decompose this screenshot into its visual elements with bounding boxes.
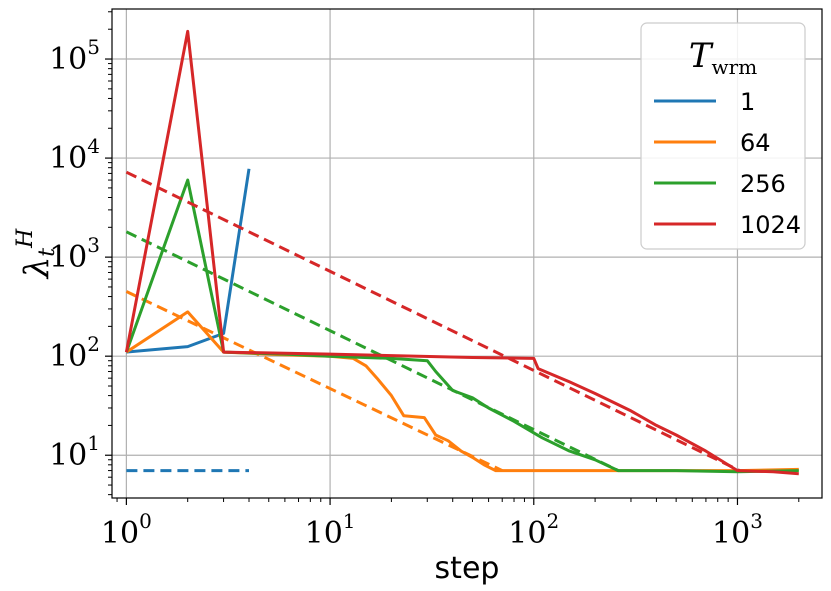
legend-label-64: 64 [740,129,771,157]
x-tick-base: 10 [101,516,139,551]
series-lines [124,29,799,476]
y-tick-exponent: 2 [87,332,100,356]
legend-items: 1 64 256 1024 [654,88,801,239]
x-tick-exponent: 0 [139,509,152,533]
y-tick-base: 10 [49,438,87,473]
x-tick-label: 101 [305,509,356,551]
x-tick-label: 100 [101,509,152,551]
plot-area-frame [111,8,823,499]
y-tick-label: 101 [49,431,100,473]
y-tick-label: 104 [49,134,100,176]
y-axis-label-sup: H [13,228,38,249]
x-tick-base: 10 [305,516,343,551]
svg-text:λtH: λtH [13,228,60,280]
y-tick-base: 10 [49,141,87,176]
x-tick-exponent: 1 [343,509,356,533]
y-tick-label: 102 [49,332,100,374]
legend-label-1: 1 [740,88,755,116]
y-tick-exponent: 4 [87,134,100,158]
series-line-1024 [124,29,799,476]
legend-box [640,22,806,250]
x-tick-base: 10 [712,516,750,551]
x-tick-exponent: 3 [750,509,763,533]
fit-line-1024 [125,170,741,472]
minor-ticks [108,11,800,502]
fit-line-64 [125,290,503,472]
y-tick-label: 105 [49,35,100,77]
legend-label-1024: 1024 [740,211,801,239]
series-line-1 [126,168,251,354]
x-tick-label: 103 [712,509,763,551]
legend-title-sub: wrm [712,55,758,79]
x-axis-label: step [435,551,500,586]
y-tick-label: 103 [49,233,100,275]
legend: Twrm 1 64 256 1024 [640,22,806,250]
y-axis-label: λtH [13,228,60,280]
y-tick-exponent: 3 [87,233,100,257]
y-tick-exponent: 1 [87,431,100,455]
y-tick-base: 10 [49,339,87,374]
x-tick-base: 10 [508,516,546,551]
legend-label-256: 256 [740,170,786,198]
y-tick-base: 10 [49,240,87,275]
legend-title: Twrm [689,36,757,79]
y-tick-base: 10 [49,42,87,77]
legend-title-main: T [689,36,714,76]
y-axis-label-sub: t [35,248,60,257]
x-tick-label: 102 [508,509,559,551]
x-tick-exponent: 2 [546,509,559,533]
y-axis-label-main: λ [17,257,57,281]
fit-line-256 [125,230,619,472]
y-tick-exponent: 5 [87,35,100,59]
